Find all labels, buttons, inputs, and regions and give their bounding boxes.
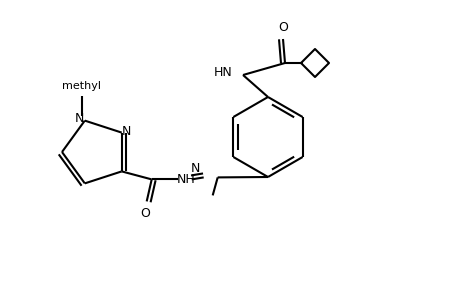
Text: NH: NH [176, 173, 195, 186]
Text: HN: HN [214, 65, 233, 79]
Text: N: N [190, 162, 200, 176]
Text: N: N [122, 125, 131, 138]
Text: methyl: methyl [62, 81, 101, 91]
Text: N: N [75, 112, 84, 125]
Text: O: O [277, 21, 287, 34]
Text: O: O [140, 207, 149, 220]
